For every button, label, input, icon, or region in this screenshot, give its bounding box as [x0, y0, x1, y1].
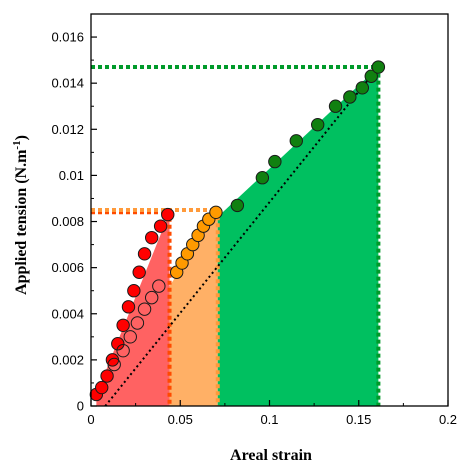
x-axis-title: Areal strain [230, 447, 312, 464]
y-axis-ticks: 0 0.002 0.004 0.006 0.008 0.01 0.012 0.014 0.016 [51, 30, 97, 414]
data-point-s0-10 [144, 230, 159, 245]
data-point-s1-5 [144, 290, 159, 305]
x-axis-ticks: 0 0.05 0.1 0.15 0.2 [87, 400, 457, 427]
data-point-s3-8 [364, 69, 378, 83]
y-axis-title-close: ) [13, 135, 30, 140]
y-axis-title-main: Applied tension (N.m [13, 149, 30, 295]
data-point-s1-2 [123, 330, 137, 344]
data-point-s0-12 [161, 207, 175, 222]
data-point-s3-5 [328, 99, 343, 113]
region-green [217, 67, 379, 407]
data-point-s3-7 [355, 81, 370, 95]
y-tick-label: 0.016 [51, 30, 84, 45]
data-point-s0-1 [95, 380, 109, 395]
data-point-s0-11 [153, 219, 168, 233]
x-tick-label: 0.1 [260, 412, 278, 427]
data-point-s3-1 [255, 171, 270, 185]
data-point-s0-9 [137, 247, 152, 261]
data-point-s1-3 [130, 316, 145, 330]
y-tick-label: 0.012 [51, 122, 84, 137]
data-point-s3-9 [371, 60, 386, 74]
data-point-s1-6 [152, 279, 166, 293]
x-tick-label: 0 [87, 412, 94, 427]
data-point-s0-5 [116, 318, 130, 332]
region-orange [169, 212, 218, 406]
y-axis-title: Applied tension (N.m-1) [11, 135, 30, 295]
data-point-s0-2 [100, 369, 114, 383]
y-tick-label: 0.014 [51, 76, 84, 91]
y-tick-label: 0.004 [51, 306, 84, 321]
data-points [89, 60, 386, 402]
data-point-s0-8 [132, 265, 146, 279]
data-point-s3-4 [310, 117, 325, 132]
data-point-s1-4 [137, 302, 152, 316]
shaded-regions [96, 67, 379, 407]
y-tick-label: 0.01 [59, 168, 84, 183]
y-axis-title-superscript: -1 [11, 140, 23, 149]
data-point-s3-6 [343, 90, 357, 104]
data-point-s0-7 [127, 284, 141, 298]
data-point-s2-7 [209, 205, 223, 220]
data-point-s0-4 [111, 337, 125, 351]
data-point-s1-1 [116, 343, 130, 358]
data-point-s3-3 [289, 134, 303, 148]
x-tick-label: 0.15 [346, 412, 371, 427]
y-tick-label: 0.006 [51, 260, 84, 275]
data-point-s3-2 [268, 154, 282, 169]
data-point-s0-6 [121, 300, 136, 314]
x-tick-label: 0.2 [439, 412, 457, 427]
y-tick-label: 0.002 [51, 352, 84, 367]
y-tick-label: 0 [77, 399, 84, 414]
data-point-s3-0 [230, 198, 245, 213]
data-point-s1-0 [107, 357, 121, 372]
y-tick-label: 0.008 [51, 214, 84, 229]
x-tick-label: 0.05 [168, 412, 193, 427]
